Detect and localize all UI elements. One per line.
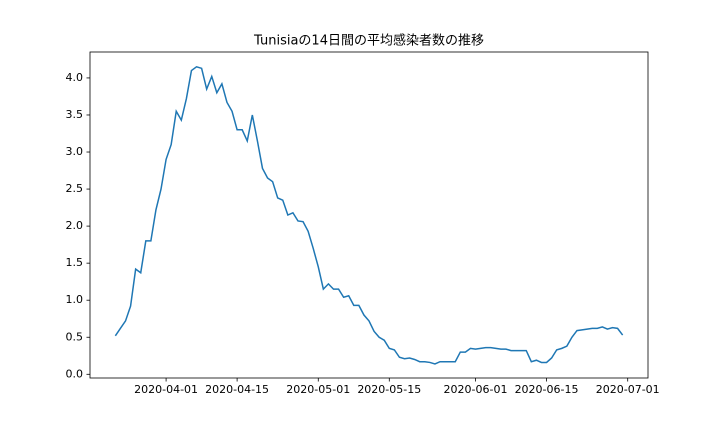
y-tick-label: 3.5 [66,108,84,121]
y-tick-label: 0.0 [66,367,84,380]
x-tick-label: 2020-05-01 [286,383,350,396]
x-tick-label: 2020-05-15 [357,383,421,396]
chart-title: Tunisiaの14日間の平均感染者数の推移 [253,33,484,49]
x-tick-label: 2020-06-15 [515,383,579,396]
plot-frame [89,51,649,379]
x-tick-label: 2020-06-01 [444,383,508,396]
y-tick-label: 1.0 [66,293,84,306]
y-tick-label: 1.5 [66,256,84,269]
y-tick-label: 2.0 [66,219,84,232]
y-tick-label: 4.0 [66,71,84,84]
y-tick-label: 2.5 [66,182,84,195]
x-tick-label: 2020-07-01 [596,383,660,396]
y-tick-label: 3.0 [66,145,84,158]
x-tick-label: 2020-04-01 [134,383,198,396]
data-line [114,65,624,365]
y-tick-label: 0.5 [66,330,84,343]
x-tick-label: 2020-04-15 [205,383,269,396]
